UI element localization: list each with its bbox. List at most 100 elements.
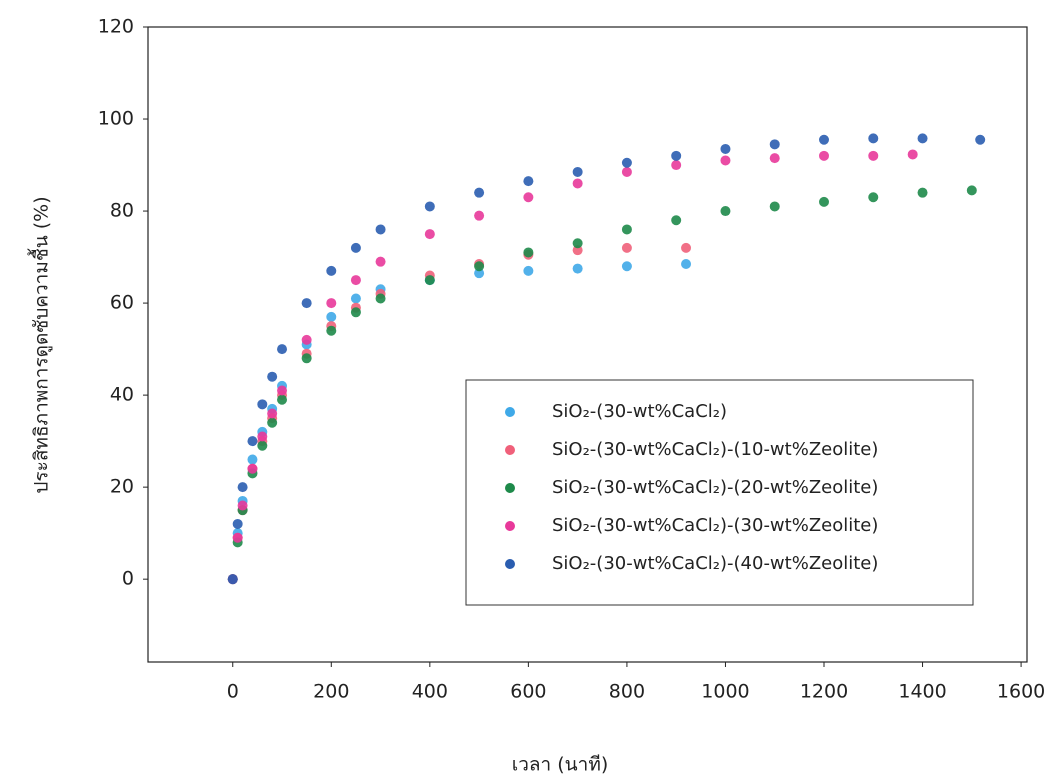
point [770,201,780,211]
y-tick-label: 60 [110,292,134,314]
point [326,298,336,308]
y-tick-label: 80 [110,200,134,222]
point [975,135,985,145]
point [376,293,386,303]
point [622,224,632,234]
point [267,409,277,419]
y-tick-label: 40 [110,384,134,406]
point [967,185,977,195]
point [233,519,243,529]
point [819,135,829,145]
point [326,312,336,322]
point [351,293,361,303]
x-tick-label: 1600 [997,681,1045,703]
point [671,160,681,170]
point [681,243,691,253]
point [681,259,691,269]
point [267,372,277,382]
point [302,353,312,363]
legend-marker [505,483,515,493]
point [228,574,238,584]
x-axis-label: เวลา (นาที) [512,754,609,776]
point [819,197,829,207]
point [918,133,928,143]
x-tick-label: 1000 [701,681,749,703]
point [267,418,277,428]
legend-marker [505,521,515,531]
point [622,158,632,168]
y-axis-label: ประสิทธิภาพการดูดซับความชื้น (%) [28,196,53,493]
y-tick-label: 20 [110,476,134,498]
point [257,441,267,451]
point [622,261,632,271]
legend-marker [505,445,515,455]
point [671,151,681,161]
point [425,275,435,285]
legend-marker [505,407,515,417]
point [351,243,361,253]
point [671,215,681,225]
point [573,238,583,248]
point [277,386,287,396]
point [573,178,583,188]
x-tick-label: 400 [412,681,448,703]
point [720,155,730,165]
point [425,201,435,211]
x-tick-label: 0 [227,681,239,703]
point [908,149,918,159]
y-tick-label: 120 [98,16,134,38]
y-tick-label: 100 [98,108,134,130]
legend-marker [505,559,515,569]
point [770,153,780,163]
point [277,344,287,354]
point [573,167,583,177]
legend: SiO₂-(30-wt%CaCl₂)SiO₂-(30-wt%CaCl₂)-(10… [466,380,973,605]
point [326,266,336,276]
point [238,501,248,511]
point [247,455,257,465]
point [474,261,484,271]
point [376,257,386,267]
point [257,432,267,442]
point [277,395,287,405]
point [770,139,780,149]
point [376,224,386,234]
point [474,211,484,221]
point [622,167,632,177]
point [302,335,312,345]
point [868,151,878,161]
legend-label: SiO₂-(30-wt%CaCl₂)-(10-wt%Zeolite) [552,439,878,460]
point [351,275,361,285]
point [819,151,829,161]
x-tick-label: 1200 [800,681,848,703]
x-tick-label: 200 [313,681,349,703]
legend-label: SiO₂-(30-wt%CaCl₂)-(30-wt%Zeolite) [552,515,878,536]
point [302,298,312,308]
point [918,188,928,198]
point [247,464,257,474]
x-tick-label: 1400 [898,681,946,703]
legend-label: SiO₂-(30-wt%CaCl₂)-(40-wt%Zeolite) [552,553,878,574]
point [233,533,243,543]
point [523,266,533,276]
point [523,192,533,202]
point [238,482,248,492]
chart: เวลา (นาที) ประสิทธิภาพการดูดซับความชื้น… [0,0,1049,781]
point [425,229,435,239]
point [720,206,730,216]
point [351,307,361,317]
x-tick-label: 800 [609,681,645,703]
x-tick-label: 600 [510,681,546,703]
point [247,436,257,446]
point [257,399,267,409]
point [523,176,533,186]
point [868,133,878,143]
point [326,326,336,336]
point [474,188,484,198]
point [868,192,878,202]
point [523,247,533,257]
y-tick-label: 0 [122,568,134,590]
point [573,264,583,274]
point [720,144,730,154]
point [622,243,632,253]
